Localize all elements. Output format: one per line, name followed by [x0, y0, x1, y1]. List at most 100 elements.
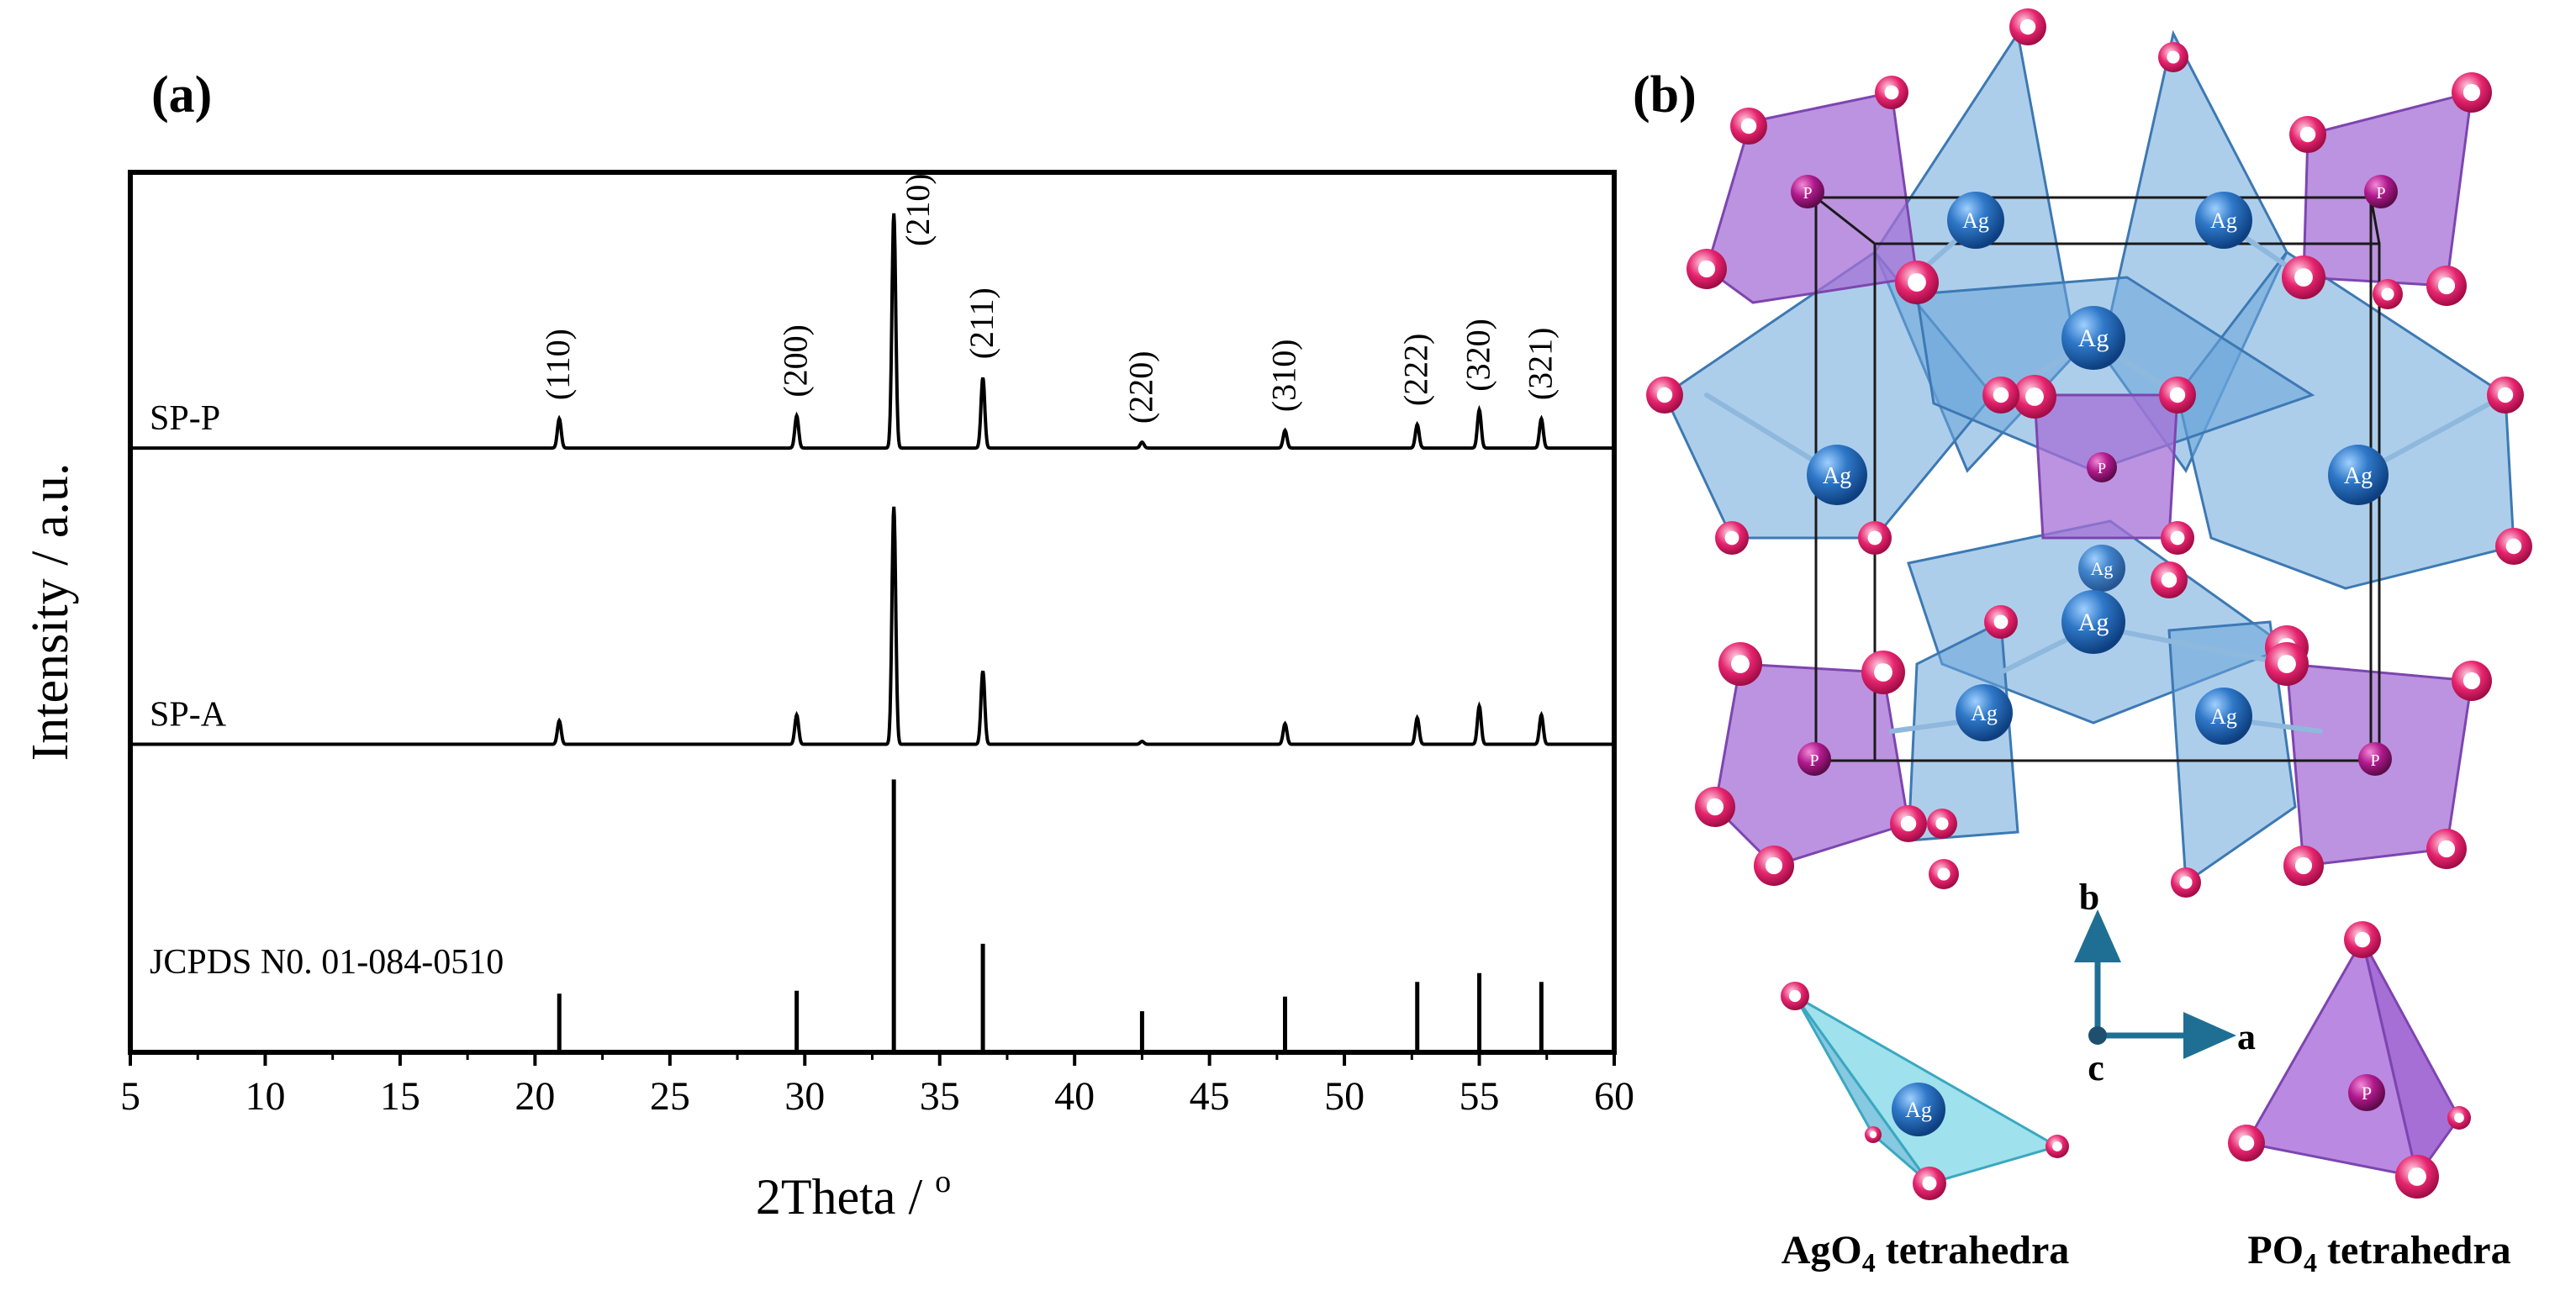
oxygen-atom-highlight — [2354, 931, 2371, 948]
oxygen-atom-highlight — [2463, 83, 2481, 102]
x-tick-label: 15 — [380, 1074, 420, 1119]
a-axis-label: a — [2237, 1016, 2256, 1057]
series-label: SP-A — [150, 696, 227, 735]
plot-series — [130, 213, 1614, 1054]
oxygen-atom-highlight — [2381, 287, 2394, 301]
series-label: SP-P — [150, 399, 220, 438]
oxygen-atom-highlight — [2161, 572, 2177, 588]
p-atom-label: P — [2370, 751, 2379, 770]
x-tick-label: 35 — [920, 1074, 960, 1119]
po4-formula: PO — [2247, 1228, 2304, 1273]
po4-face — [2361, 939, 2461, 1180]
oxygen-atom-highlight — [1765, 856, 1783, 875]
hkl-label: (211) — [963, 287, 1000, 359]
oxygen-atom-highlight — [2052, 1141, 2062, 1151]
oxygen-atom-highlight — [1656, 387, 1673, 403]
ag-polyhedron — [2167, 620, 2297, 885]
ag-atom-label: Ag — [2210, 704, 2237, 729]
oxygen-atom-highlight — [1884, 85, 1899, 100]
series-label: JCPDS N0. 01-084-0510 — [150, 943, 504, 982]
p-atoms: P P P P P — [1791, 175, 2398, 776]
x-tick-label: 60 — [1594, 1074, 1634, 1119]
oxygen-atom-highlight — [1935, 817, 1949, 830]
hkl-label: (310) — [1264, 339, 1302, 412]
oxygen-atom-highlight — [1706, 798, 1724, 816]
oxygen-atom-highlight — [2437, 840, 2456, 858]
x-axis-ticks — [129, 1052, 1616, 1066]
b-axis-label: b — [2079, 877, 2099, 918]
oxygen-atom-highlight — [2025, 387, 2044, 406]
po4-tetrahedron: P PO4 tetrahedra — [2228, 921, 2511, 1278]
c-axis-dot — [2088, 1026, 2107, 1045]
ag-atom: Ag — [2328, 445, 2389, 505]
plot-frame — [128, 170, 1617, 1055]
oxygen-atoms — [1646, 8, 2532, 898]
ag-atom-label: Ag — [2210, 208, 2237, 233]
ago4-face — [1793, 995, 1931, 1185]
ag-atom: Ag — [2061, 590, 2125, 654]
ag-atom-label: Ag — [2091, 558, 2114, 579]
unit-cell-edge — [1815, 196, 1876, 245]
ag-atom-label: Ag — [2078, 324, 2109, 352]
x-tick-label: 30 — [784, 1074, 825, 1119]
hkl-label: (210) — [899, 173, 937, 246]
oxygen-atom-highlight — [2454, 1113, 2464, 1123]
ag-atom-label: Ag — [1962, 208, 1989, 233]
hkl-labels: (110) (200) (210) (211) (220) (310) (222) (320)… — [539, 173, 1559, 424]
po4-p-label: P — [2362, 1083, 2372, 1104]
unit-cell-front — [1873, 242, 2381, 762]
ag-atoms: Ag Ag Ag Ag Ag Ag Ag Ag Ag — [1807, 192, 2389, 745]
po4-subscript: 4 — [2304, 1247, 2317, 1278]
oxygen-atom-highlight — [2299, 126, 2316, 143]
oxygen-atom-highlight — [2167, 50, 2180, 64]
p-atom: P — [2087, 452, 2117, 482]
oxygen-atom-highlight — [2497, 387, 2514, 403]
hkl-label: (321) — [1521, 328, 1559, 401]
y-axis-label: Intensity / a.u. — [22, 463, 79, 761]
p-atom-label: P — [2098, 460, 2106, 477]
ag-atom: Ag — [2078, 545, 2125, 592]
panel-b-label: (b) — [1633, 66, 1697, 124]
hkl-label: (320) — [1460, 319, 1497, 392]
ag-atom: Ag — [2195, 192, 2252, 249]
series-labels: SP-P SP-A JCPDS N0. 01-084-0510 — [150, 399, 504, 982]
ago4-formula: AgO — [1782, 1228, 1862, 1273]
oxygen-atom-highlight — [1697, 260, 1716, 278]
oxygen-atom-highlight — [2294, 268, 2313, 287]
bond — [2091, 624, 2289, 667]
x-tick-label: 5 — [120, 1074, 140, 1119]
ag-atom-label: Ag — [1823, 463, 1851, 489]
x-tick-label: 25 — [650, 1074, 690, 1119]
ago4-ag-label: Ag — [1905, 1098, 1932, 1122]
oxygen-atom-highlight — [1740, 118, 1757, 134]
x-axis-label-text: 2Theta / — [756, 1169, 935, 1225]
x-tick-label: 55 — [1460, 1074, 1500, 1119]
po4-oxygens — [2228, 921, 2471, 1199]
oxygen-atom-highlight — [2019, 18, 2036, 35]
x-axis-tick-labels: 5 10 15 20 25 30 35 40 45 50 55 60 — [120, 1074, 1634, 1119]
x-axis-label: 2Theta / o — [756, 1164, 951, 1225]
oxygen-atom-highlight — [2238, 1135, 2255, 1151]
ago4-tetrahedron: Ag AgO4 tetrahedra — [1781, 982, 2069, 1278]
hkl-label: (220) — [1122, 350, 1159, 424]
p-atom: P — [2364, 175, 2398, 208]
ag-atom-label: Ag — [2344, 463, 2373, 489]
p-atom-label: P — [2376, 184, 2385, 203]
oxygen-atom-highlight — [1993, 614, 2009, 630]
po4-caption: PO4 tetrahedra — [2247, 1228, 2510, 1278]
oxygen-atom-highlight — [1724, 530, 1739, 545]
ag-atom-label: Ag — [1971, 701, 1998, 725]
po4-center-p: P — [2348, 1074, 2385, 1111]
oxygen-atom-highlight — [2463, 672, 2481, 690]
oxygen-atom-highlight — [1937, 867, 1950, 881]
x-axis-degree: o — [935, 1164, 951, 1199]
c-axis-label: c — [2088, 1047, 2104, 1088]
oxygen-atom-highlight — [2294, 856, 2313, 875]
axis-indicator: b a c — [2074, 877, 2256, 1088]
ago4-oxygens — [1781, 982, 2069, 1200]
oxygen-atom-highlight — [1993, 387, 2009, 403]
oxygen-atom-highlight — [2278, 655, 2296, 673]
ag-atom: Ag — [2061, 306, 2125, 370]
p-atom: P — [1791, 175, 1824, 208]
